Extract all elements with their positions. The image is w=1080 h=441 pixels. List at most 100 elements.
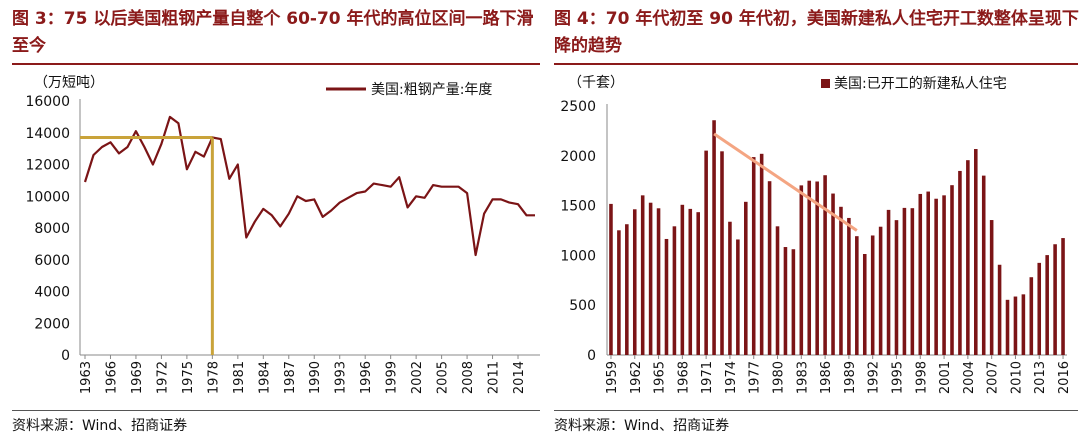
x-tick-right-5: 1974 xyxy=(724,361,739,394)
bar-1991 xyxy=(862,254,867,355)
bar-1985 xyxy=(815,181,819,355)
bar-2005 xyxy=(974,149,978,355)
bar-1963 xyxy=(640,195,645,355)
y-unit-label-left: （万短吨） xyxy=(34,75,104,91)
bar-1970 xyxy=(696,212,700,355)
x-tick-left-8: 1987 xyxy=(283,361,298,394)
bar-1968 xyxy=(680,204,685,355)
source-rule-left xyxy=(12,410,540,411)
bar-1966 xyxy=(664,238,669,355)
bar-1971 xyxy=(704,150,708,355)
bar-1995 xyxy=(894,220,899,355)
x-tick-right-10: 1989 xyxy=(843,361,858,394)
bar-1986 xyxy=(823,175,827,355)
steel-output-line xyxy=(83,115,535,257)
y-tick-left-2: 4000 xyxy=(34,285,70,301)
y-tick-right-2: 1000 xyxy=(560,248,596,264)
bar-1969 xyxy=(688,208,693,355)
bar-1983 xyxy=(799,185,804,355)
chart-title-left: 图 3：75 以后美国粗钢产量自整个 60-70 年代的高位区间一路下滑至今 xyxy=(12,9,534,56)
bar-2016 xyxy=(1061,238,1065,355)
bar-1989 xyxy=(847,217,851,355)
housing-bar-chart: （千套） 0 500 1000 1500 2000 2500 1959 1962 1965 1968… xyxy=(560,75,1072,394)
x-tick-right-0: 1959 xyxy=(605,361,620,394)
bar-2004 xyxy=(966,160,970,355)
bar-1980 xyxy=(775,226,780,355)
x-tick-right-4: 1971 xyxy=(700,361,715,394)
steel-line-chart: （万短吨） 0 2000 4000 6000 8000 10000 12000 14000 160… xyxy=(25,75,540,394)
title-rule-right xyxy=(554,63,1078,65)
y-tick-left-4: 8000 xyxy=(34,221,70,237)
y-tick-left-5: 10000 xyxy=(25,189,70,205)
bar-1997 xyxy=(910,208,915,355)
x-tick-right-1: 1962 xyxy=(629,361,644,394)
x-tick-right-17: 2010 xyxy=(1009,361,1024,394)
legend-swatch-right xyxy=(821,79,830,88)
x-tick-right-2: 1965 xyxy=(653,361,668,394)
bar-2011 xyxy=(1021,294,1026,355)
x-tick-left-11: 1996 xyxy=(359,361,374,394)
panel-housing-starts: 图 4：70 年代初至 90 年代初，美国新建私人住宅开工数整体呈现下降的趋势 … xyxy=(542,0,1080,441)
bar-1996 xyxy=(902,207,907,355)
bar-1960 xyxy=(617,230,621,355)
x-tick-left-10: 1993 xyxy=(334,361,349,394)
x-tick-right-15: 2004 xyxy=(962,361,977,394)
bar-1972 xyxy=(712,120,716,355)
y-tick-right-0: 0 xyxy=(587,348,596,364)
x-tick-left-15: 2008 xyxy=(461,361,476,394)
source-note-left: 资料来源：Wind、招商证券 xyxy=(12,418,188,434)
x-tick-left-7: 1984 xyxy=(257,361,272,394)
bar-2008 xyxy=(997,264,1002,355)
bar-2009 xyxy=(1005,299,1010,355)
x-tick-left-1: 1966 xyxy=(104,361,119,394)
bar-1999 xyxy=(926,191,930,355)
bar-1961 xyxy=(625,224,629,355)
bar-2003 xyxy=(958,170,962,355)
legend-label-left: 美国:粗钢产量:年度 xyxy=(371,82,492,98)
bar-1977 xyxy=(751,157,756,355)
x-tick-left-2: 1969 xyxy=(130,361,145,394)
x-tick-left-6: 1981 xyxy=(232,361,247,394)
bar-2010 xyxy=(1013,296,1018,355)
source-rule-right xyxy=(554,410,1078,411)
x-tick-left-4: 1975 xyxy=(181,361,196,394)
x-tick-right-11: 1992 xyxy=(867,361,882,394)
bar-1962 xyxy=(632,209,637,355)
x-tick-left-3: 1972 xyxy=(155,361,170,394)
bar-2007 xyxy=(989,220,994,355)
chart-title-right: 图 4：70 年代初至 90 年代初，美国新建私人住宅开工数整体呈现下降的趋势 xyxy=(554,9,1079,56)
bar-1988 xyxy=(839,206,843,355)
bar-2001 xyxy=(942,195,946,355)
bar-1982 xyxy=(791,249,796,355)
bar-1973 xyxy=(720,151,724,355)
y-tick-left-7: 14000 xyxy=(25,126,70,142)
bar-1987 xyxy=(831,193,835,355)
x-tick-right-19: 2016 xyxy=(1057,361,1072,394)
bar-1975 xyxy=(736,239,740,355)
x-tick-left-12: 1999 xyxy=(385,361,400,394)
x-tick-right-13: 1998 xyxy=(914,361,929,394)
x-tick-left-5: 1978 xyxy=(206,361,221,394)
bar-1998 xyxy=(918,193,923,355)
bar-2013 xyxy=(1037,262,1042,355)
bar-1984 xyxy=(807,180,812,355)
legend-label-right: 美国:已开工的新建私人住宅 xyxy=(834,76,1007,92)
y-tick-left-0: 0 xyxy=(61,348,70,364)
bar-1974 xyxy=(728,221,732,355)
x-tick-right-14: 2001 xyxy=(938,361,953,394)
x-tick-right-8: 1983 xyxy=(795,361,810,394)
x-tick-right-7: 1980 xyxy=(772,361,787,394)
x-tick-left-14: 2005 xyxy=(436,361,451,394)
bar-1965 xyxy=(656,208,661,355)
bar-2014 xyxy=(1045,255,1049,355)
x-tick-right-16: 2007 xyxy=(986,361,1001,394)
x-tick-left-9: 1990 xyxy=(308,361,323,394)
x-tick-left-16: 2011 xyxy=(487,361,502,394)
x-tick-right-18: 2013 xyxy=(1033,361,1048,394)
bar-1993 xyxy=(878,226,883,355)
bar-2012 xyxy=(1029,277,1034,355)
panel-steel-output: 图 3：75 以后美国粗钢产量自整个 60-70 年代的高位区间一路下滑至今 （… xyxy=(12,9,540,434)
bar-2006 xyxy=(981,175,986,355)
bar-1994 xyxy=(886,209,891,355)
x-tick-right-3: 1968 xyxy=(676,361,691,394)
